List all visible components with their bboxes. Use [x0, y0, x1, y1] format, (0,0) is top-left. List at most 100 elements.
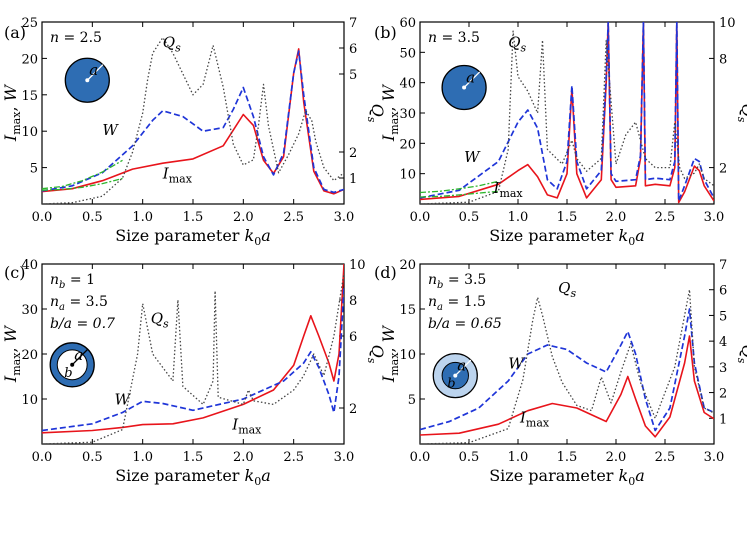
x-tick-label: 1.0 — [132, 210, 153, 225]
x-tick-label: 0.5 — [82, 210, 103, 225]
panel-label: (a) — [4, 23, 26, 42]
y-tick-label: 10 — [21, 393, 38, 408]
series-line-imax — [420, 22, 714, 204]
x-tick-label: 3.0 — [704, 450, 725, 465]
x-tick-label: 2.0 — [606, 450, 627, 465]
x-axis-label: Size parameter k0a — [115, 466, 271, 488]
inset-radius-label: a — [89, 61, 98, 79]
y-tick-label: 10 — [399, 348, 416, 363]
parameter-text: b/a = 0.65 — [428, 316, 502, 332]
x-tick-label: 0.5 — [459, 450, 480, 465]
x-tick-label: 2.0 — [233, 450, 254, 465]
series-line-w — [42, 286, 344, 432]
x-axis-label: Size parameter k0a — [489, 466, 645, 488]
x-tick-label: 0.0 — [410, 450, 431, 465]
series-line-approx — [42, 159, 123, 190]
x-tick-label: 1.0 — [508, 450, 529, 465]
x-tick-label: 0.0 — [410, 210, 431, 225]
y-axis-label: Imax, W — [379, 324, 401, 383]
inset-inner-radius-label: b — [447, 377, 455, 392]
annotation-qs: Qs — [151, 309, 169, 330]
y-tick-label: 30 — [399, 107, 416, 122]
y2-tick-label: 10 — [719, 16, 736, 31]
y-tick-label: 10 — [399, 168, 416, 183]
parameter-text: b/a = 0.7 — [50, 316, 115, 332]
series-line-qs — [42, 272, 344, 444]
y-tick-label: 50 — [399, 46, 416, 61]
x-axis-label: Size parameter k0a — [115, 226, 271, 248]
series-line-w — [42, 50, 344, 194]
annotation-w: W — [508, 354, 525, 372]
y-tick-label: 15 — [21, 89, 38, 104]
chart-panel-c: 0.0 0.5 1.0 1.5 2.0 2.5 3.0 10 20 30 40 2 6 8 10 Size p… — [1, 258, 387, 488]
x-tick-label: 2.5 — [283, 210, 304, 225]
series-line-approx — [420, 180, 499, 194]
y2-axis-label: Qs — [365, 104, 387, 123]
x-tick-label: 2.0 — [606, 210, 627, 225]
series-line-imax — [42, 48, 344, 195]
x-tick-label: 1.5 — [183, 450, 204, 465]
parameter-text: na = 3.5 — [50, 294, 108, 313]
series-line-qs — [42, 36, 344, 204]
x-tick-label: 2.0 — [233, 210, 254, 225]
x-tick-label: 1.0 — [132, 450, 153, 465]
x-tick-label: 2.5 — [655, 210, 676, 225]
chart-panel-a: 0.0 0.5 1.0 1.5 2.0 2.5 3.051015202512567Size … — [1, 16, 387, 248]
series-line-w — [420, 22, 714, 202]
series-line-w — [420, 308, 714, 432]
x-axis-label: Size parameter k0a — [489, 226, 645, 248]
annotation-w: W — [114, 390, 131, 408]
y-tick-label: 5 — [30, 162, 38, 177]
annotation-imax: Imax — [493, 179, 524, 200]
y2-tick-label: 5 — [719, 309, 727, 324]
y2-axis-label: Qs — [735, 345, 747, 364]
y-tick-label: 20 — [21, 52, 38, 67]
y2-tick-label: 6 — [719, 284, 727, 299]
annotation-qs: Qs — [558, 279, 576, 300]
y2-tick-label: 8 — [719, 52, 727, 67]
x-tick-label: 1.5 — [183, 210, 204, 225]
y-tick-label: 30 — [21, 303, 38, 318]
y-axis-label: Imax, W — [1, 83, 23, 142]
y2-tick-label: 5 — [349, 68, 357, 83]
y2-tick-label: 6 — [349, 330, 357, 345]
y2-tick-label: 2 — [349, 146, 357, 161]
series-line-approx2 — [42, 177, 123, 191]
y2-tick-label: 2 — [719, 387, 727, 402]
y-tick-label: 40 — [21, 258, 38, 273]
chart-panel-d: 0.0 0.5 1.0 1.5 2.0 2.5 3.0 5 10 15 20 1 2 3 4 5 6 7 Size … — [374, 258, 747, 488]
annotation-qs: Qs — [508, 33, 526, 54]
parameter-text: n = 2.5 — [50, 30, 102, 46]
y-tick-label: 60 — [399, 16, 416, 31]
series-line-imax — [420, 335, 714, 438]
y2-tick-label: 10 — [349, 258, 366, 273]
parameter-text: na = 1.5 — [428, 294, 486, 313]
y-tick-label: 20 — [399, 258, 416, 273]
inset-radius-label: a — [74, 346, 83, 364]
particle-inset-icon: ab — [432, 352, 478, 399]
x-tick-label: 1.5 — [557, 210, 578, 225]
annotation-qs: Qs — [163, 33, 181, 54]
inset-radius-label: a — [457, 357, 466, 375]
annotation-imax: Imax — [231, 416, 262, 437]
x-tick-label: 2.5 — [283, 450, 304, 465]
particle-inset-icon: ab — [49, 342, 95, 388]
y2-axis-label: Qs — [735, 104, 747, 123]
parameter-text: nb = 3.5 — [428, 272, 486, 291]
series-line-approx2 — [420, 190, 499, 198]
parameter-text: n = 3.5 — [428, 30, 480, 46]
annotation-w: W — [464, 148, 481, 166]
x-tick-label: 1.0 — [508, 210, 529, 225]
y2-tick-label: 1 — [719, 412, 727, 427]
y2-tick-label: 2 — [719, 162, 727, 177]
y-tick-label: 15 — [399, 303, 416, 318]
x-tick-label: 2.5 — [655, 450, 676, 465]
series-line-qs — [420, 30, 714, 204]
particle-inset-icon: a — [441, 64, 487, 111]
inset-inner-radius-label: b — [64, 366, 72, 381]
y2-tick-label: 7 — [349, 16, 357, 31]
x-tick-label: 0.0 — [32, 210, 53, 225]
x-tick-label: 1.5 — [557, 450, 578, 465]
y2-axis-label: Qs — [365, 345, 387, 364]
